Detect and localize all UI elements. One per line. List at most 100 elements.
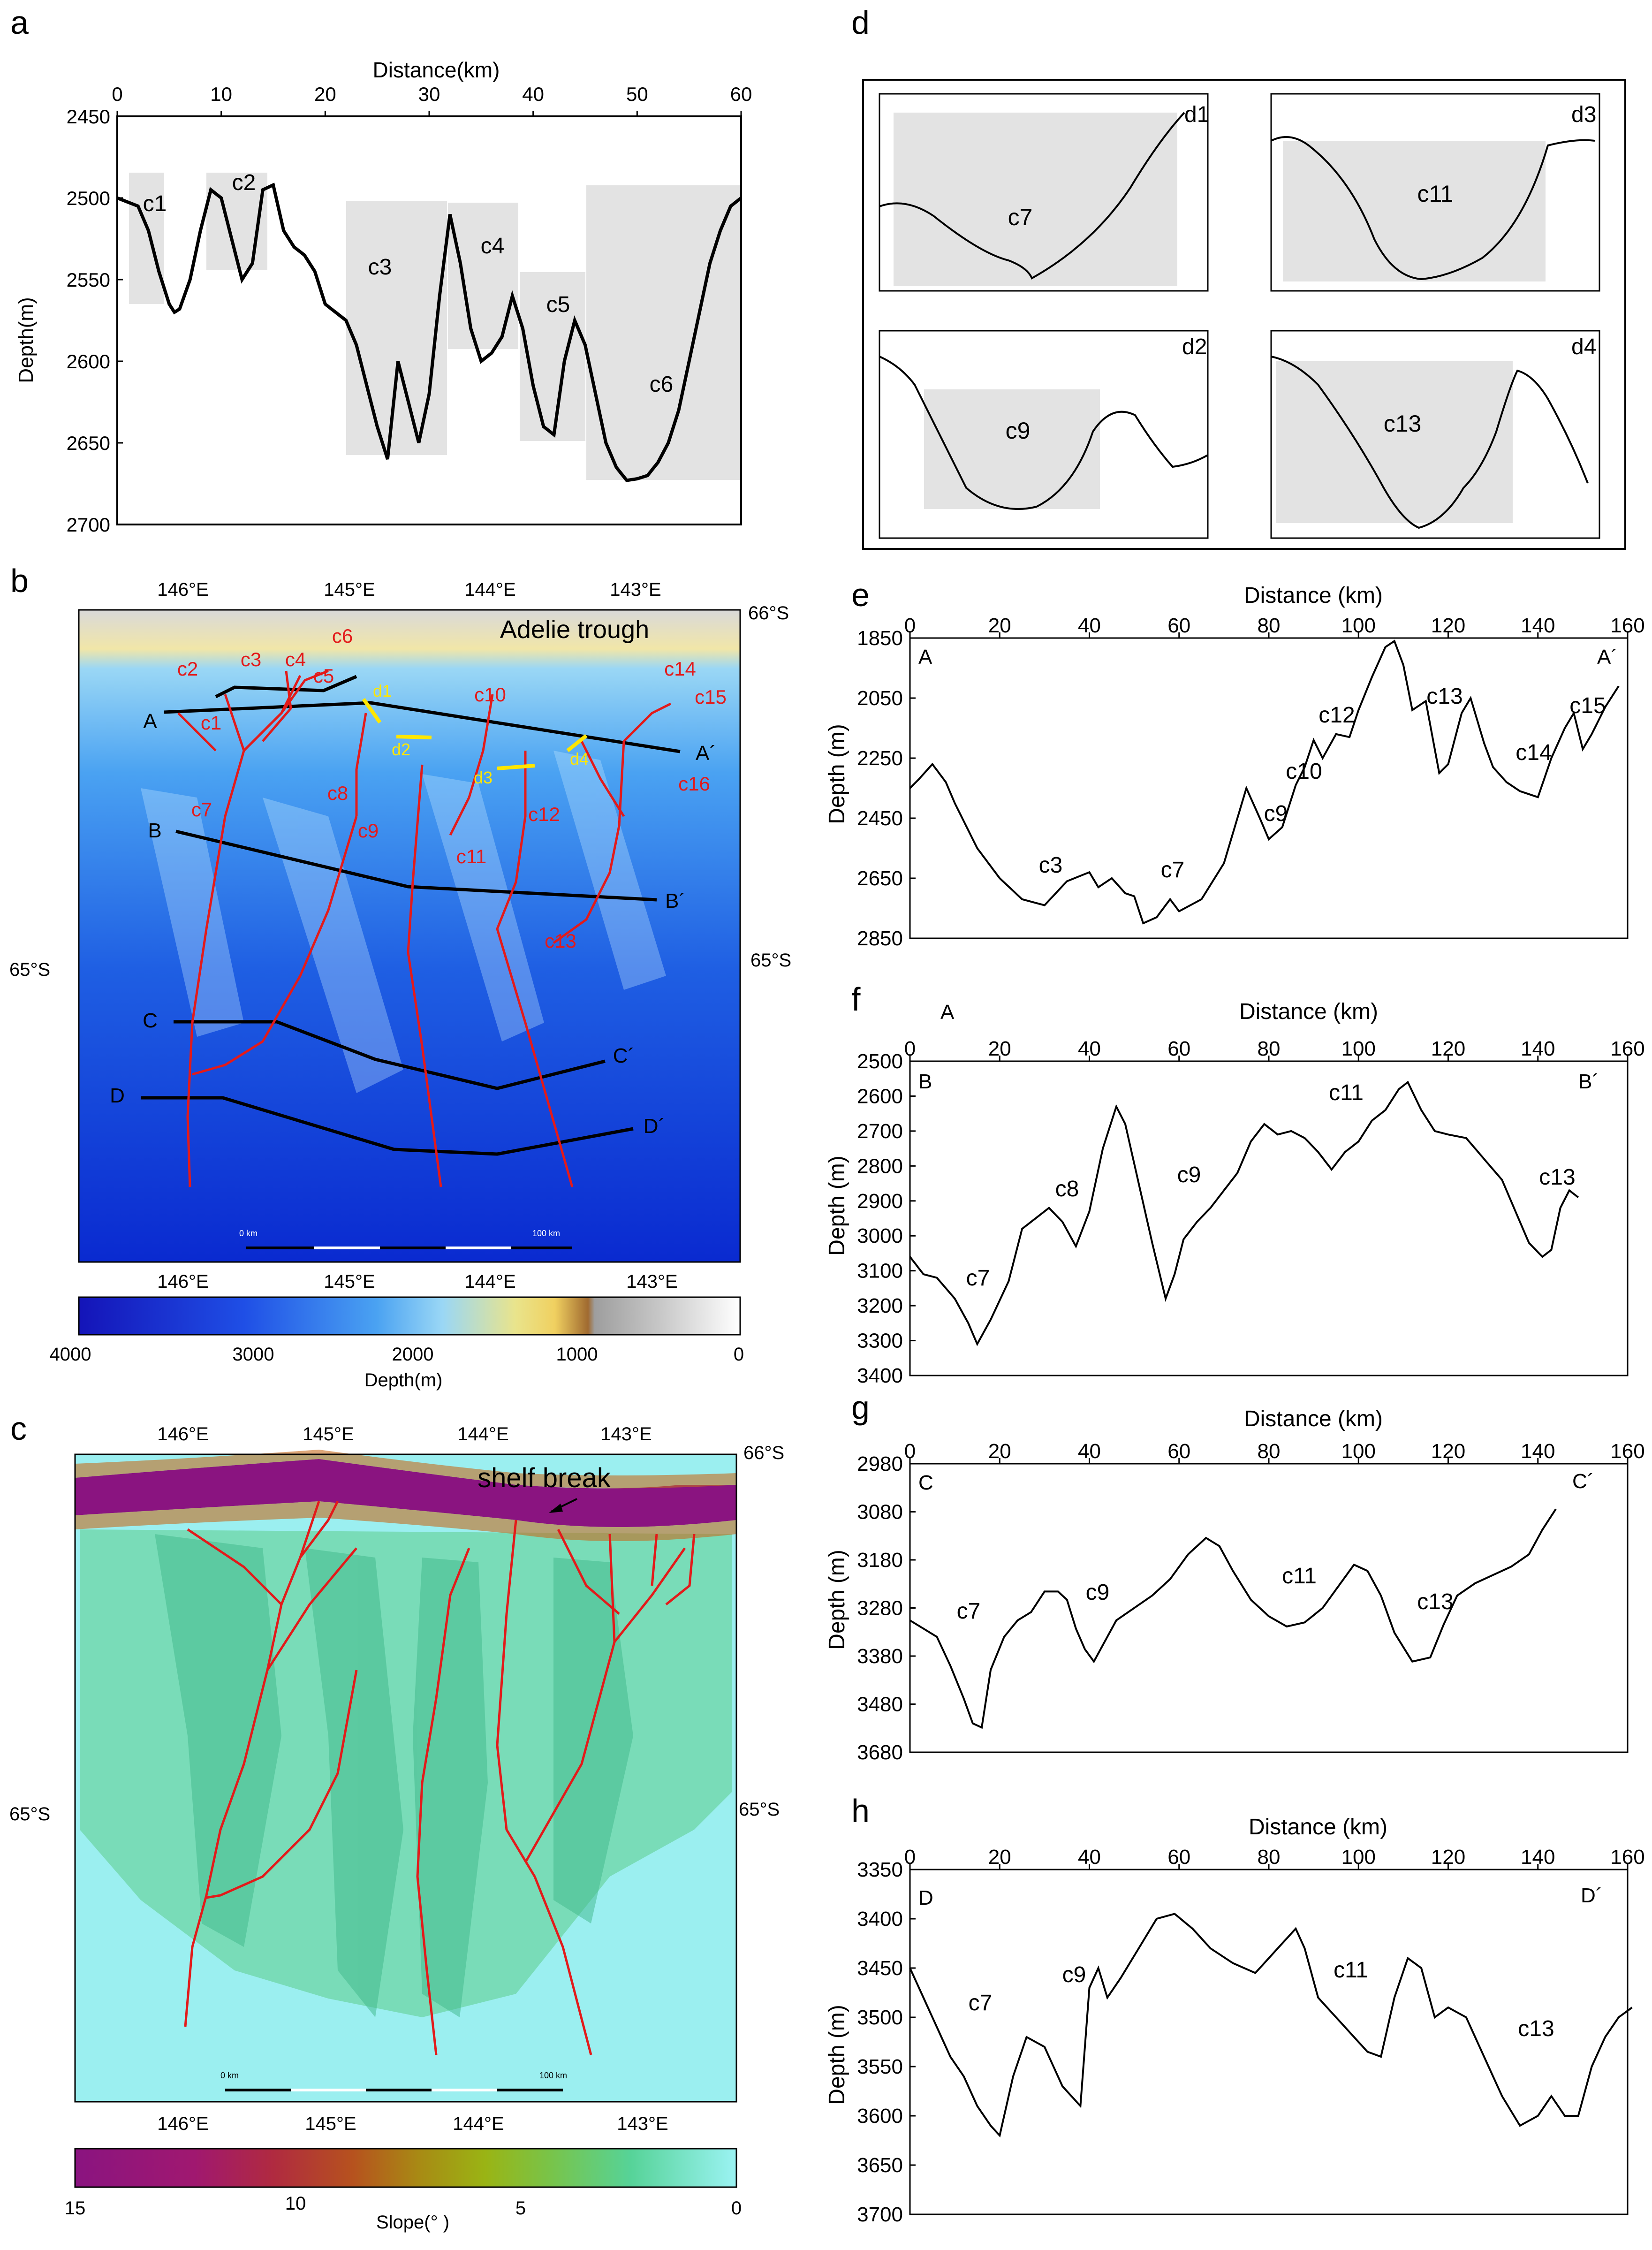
panel-g-start: C bbox=[918, 1471, 933, 1494]
panel-b-cbar-0: 0 bbox=[734, 1344, 744, 1365]
panel-b-lon-top-144: 144°E bbox=[464, 579, 515, 600]
panel-d: d1 c7 d3 c11 d2 c9 d4 c13 bbox=[862, 79, 1626, 550]
panel-h-chart: Distance (km) Depth (m) 0 20 40 60 80 100 120 1… bbox=[825, 1815, 1645, 2226]
profile-line-a bbox=[164, 701, 681, 753]
panel-h-c11: c11 bbox=[1334, 1958, 1368, 1983]
map-b-label-C: C bbox=[143, 1009, 158, 1032]
panel-a-ytick-2450: 2450 bbox=[67, 106, 110, 128]
panel-letter-e: e bbox=[851, 577, 870, 613]
cross-section-d4: d4 c13 bbox=[1270, 330, 1600, 539]
panel-a-ytick-2500: 2500 bbox=[67, 187, 110, 209]
canyon-box-c5 bbox=[520, 272, 585, 441]
panel-a-xtick-40: 40 bbox=[522, 83, 544, 105]
panel-f-end: B´ bbox=[1578, 1070, 1599, 1093]
map-b-label-D: D bbox=[110, 1084, 125, 1107]
panel-f-ytick-2600: 2600 bbox=[857, 1085, 903, 1108]
map-b-label-c11: c11 bbox=[456, 845, 487, 867]
map-b-label-d1: d1 bbox=[373, 681, 392, 700]
panel-b-lon-bottom-143: 143°E bbox=[626, 1271, 677, 1292]
d4-label: d4 bbox=[1571, 334, 1596, 359]
panel-letter-h: h bbox=[851, 1793, 870, 1829]
panel-b-lon-top-146: 146°E bbox=[157, 579, 208, 600]
panel-b-colorbar bbox=[78, 1296, 741, 1336]
panel-e-ylabel: Depth (m) bbox=[825, 724, 849, 824]
panel-f-ytick-2700: 2700 bbox=[857, 1120, 903, 1143]
map-b-label-C-prime: C´ bbox=[613, 1044, 635, 1067]
panel-e-c10: c10 bbox=[1286, 759, 1322, 784]
panel-a-ytick-2550: 2550 bbox=[67, 269, 110, 291]
panel-c-lat-top: 66°S bbox=[743, 1443, 784, 1463]
panel-e-ytick-2850: 2850 bbox=[857, 927, 903, 950]
panel-a-frame bbox=[116, 115, 742, 525]
panel-h-xlabel: Distance (km) bbox=[1249, 1815, 1387, 1840]
panel-h-ytick-3550: 3550 bbox=[857, 2055, 903, 2078]
panel-f-xlabel: Distance (km) bbox=[1239, 999, 1378, 1024]
panel-c-lat-left: 65°S bbox=[9, 1804, 50, 1824]
panel-f-c13: c13 bbox=[1539, 1165, 1575, 1190]
panel-f-start: B bbox=[918, 1070, 932, 1093]
panel-e-depth-profile bbox=[909, 639, 1620, 925]
panel-e-c14: c14 bbox=[1516, 740, 1552, 765]
map-b-label-A: A bbox=[143, 710, 157, 733]
panel-f-ytick-2900: 2900 bbox=[857, 1190, 903, 1213]
panel-f-ytick-2800: 2800 bbox=[857, 1155, 903, 1178]
panel-c-scale-end: 100 km bbox=[539, 2071, 567, 2080]
panel-c-cbar-0: 0 bbox=[731, 2198, 742, 2219]
panel-g-ylabel: Depth (m) bbox=[825, 1550, 849, 1649]
panel-b-cbar-3000: 3000 bbox=[233, 1344, 274, 1365]
panel-f-depth-profile bbox=[909, 1080, 1579, 1346]
panel-b-cbar-label: Depth(m) bbox=[364, 1370, 443, 1391]
panel-b-lat-top: 66°S bbox=[748, 603, 789, 623]
profile-line-b bbox=[175, 829, 657, 902]
panel-f-ytick-2500: 2500 bbox=[857, 1050, 903, 1073]
panel-f-c11: c11 bbox=[1329, 1080, 1364, 1105]
cross-section-d1: d1 c7 bbox=[879, 93, 1209, 292]
panel-e-ytick-2450: 2450 bbox=[857, 807, 903, 830]
panel-b-lat-left: 65°S bbox=[9, 959, 50, 980]
panel-f-chart: Distance (km) Depth (m) 0 20 40 60 80 100 120 1… bbox=[825, 999, 1645, 1387]
panel-g-depth-profile bbox=[909, 1508, 1557, 1729]
panel-f-ylabel: Depth (m) bbox=[825, 1155, 849, 1255]
canyon-label-c6: c6 bbox=[650, 372, 674, 397]
map-b-label-c4: c4 bbox=[285, 648, 306, 670]
panel-e-chart: Distance (km) Depth (m) 0 20 40 60 80 100 120 1… bbox=[825, 583, 1645, 950]
panel-letter-b: b bbox=[10, 562, 29, 599]
profile-line-c bbox=[174, 1020, 606, 1090]
map-b-label-d3: d3 bbox=[474, 768, 493, 787]
panel-e-ytick-2650: 2650 bbox=[857, 867, 903, 890]
panel-h-start: D bbox=[918, 1886, 933, 1909]
panel-b-lon-top-143: 143°E bbox=[610, 579, 661, 600]
panel-letter-a: a bbox=[10, 4, 29, 41]
panel-e-c13: c13 bbox=[1426, 684, 1463, 709]
panel-g-c11: c11 bbox=[1282, 1564, 1317, 1589]
panel-g-ytick-3480: 3480 bbox=[857, 1693, 903, 1716]
map-b-label-c8: c8 bbox=[327, 782, 348, 804]
d4-canyon: c13 bbox=[1384, 410, 1422, 437]
panel-a-xtick-0: 0 bbox=[112, 83, 122, 105]
map-b-label-d4: d4 bbox=[570, 749, 589, 768]
panel-h-ytick-3500: 3500 bbox=[857, 2006, 903, 2029]
panel-b-cbar-4000: 4000 bbox=[50, 1344, 91, 1365]
canyon-box-c1 bbox=[129, 173, 164, 304]
map-b-label-c9: c9 bbox=[358, 820, 379, 842]
map-b-label-c6: c6 bbox=[332, 625, 353, 647]
panel-b-scale-start: 0 km bbox=[239, 1229, 258, 1238]
panel-d-frame bbox=[862, 79, 1626, 550]
d3-canyon: c11 bbox=[1417, 181, 1454, 207]
map-b-label-c12: c12 bbox=[528, 803, 560, 825]
d2-canyon: c9 bbox=[1006, 418, 1031, 444]
map-b-label-B: B bbox=[148, 819, 161, 842]
panel-g-ytick-3180: 3180 bbox=[857, 1549, 903, 1572]
panel-c-scale-start: 0 km bbox=[220, 2071, 239, 2080]
map-b-label-c15: c15 bbox=[695, 686, 727, 708]
d1-label: d1 bbox=[1184, 102, 1209, 127]
panel-h-depth-profile bbox=[909, 1913, 1633, 2138]
map-b-label-c13: c13 bbox=[545, 930, 576, 952]
panel-a-xtick-50: 50 bbox=[626, 83, 648, 105]
canyon-label-c2: c2 bbox=[232, 170, 256, 195]
panel-c-cbar-label: Slope(° ) bbox=[376, 2212, 449, 2233]
canyon-box-c3 bbox=[346, 201, 447, 455]
panel-b-lon-bottom-146: 146°E bbox=[157, 1271, 208, 1292]
map-b-label-c3: c3 bbox=[241, 648, 261, 670]
panel-h-ylabel: Depth (m) bbox=[825, 2005, 849, 2105]
